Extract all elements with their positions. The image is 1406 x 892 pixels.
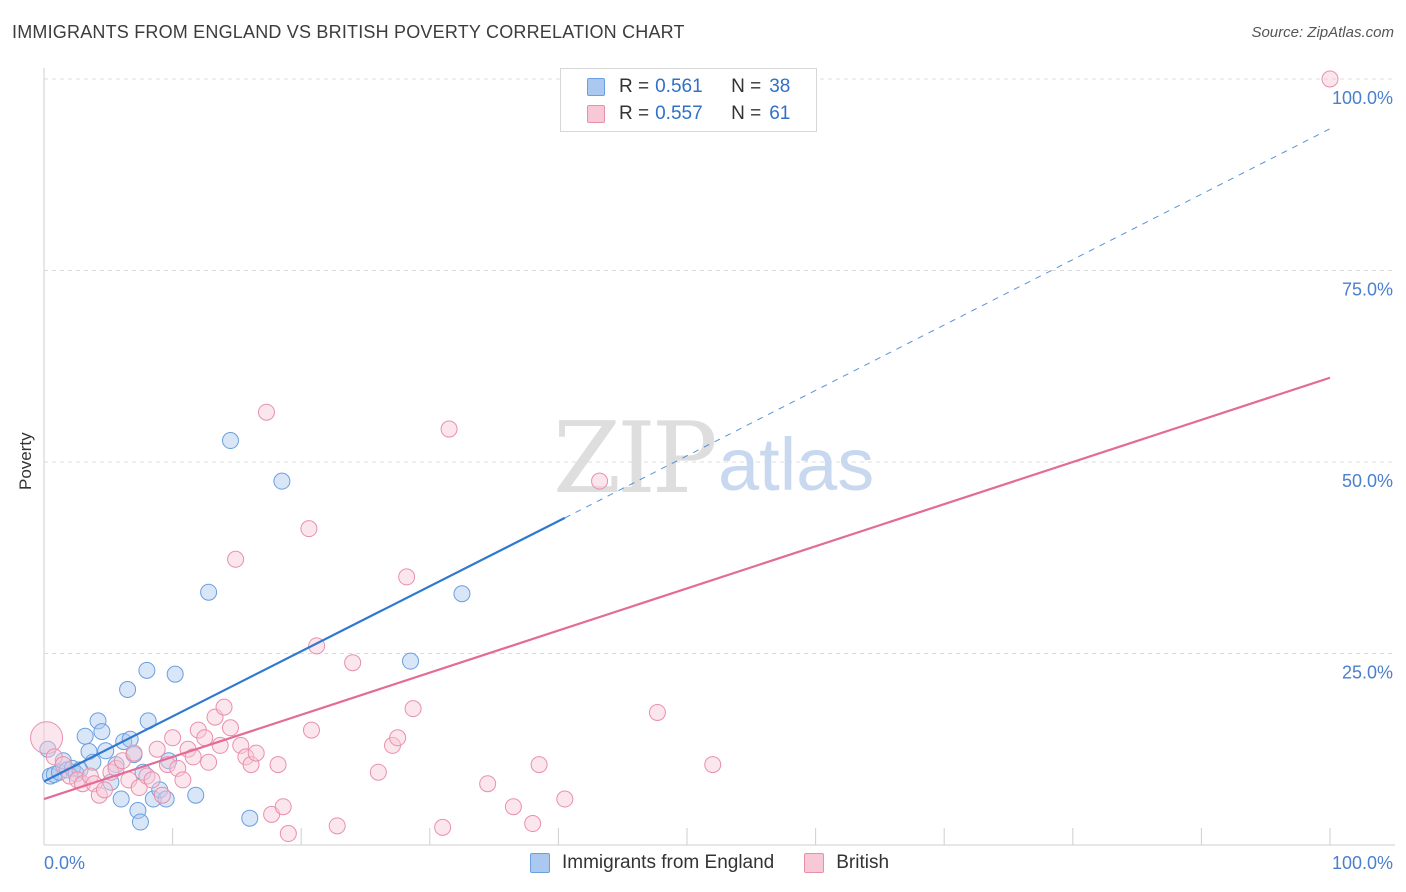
british-point [257, 403, 275, 421]
legend-swatch-england [587, 78, 605, 96]
british-point [174, 771, 192, 789]
legend-r-value: 0.561 [655, 76, 703, 97]
england-trend-line [43, 516, 566, 783]
british-point [125, 744, 143, 762]
series-legend: Immigrants from England British [530, 852, 919, 874]
trend-lines [43, 128, 1331, 801]
british-point [221, 719, 239, 737]
england-point [166, 665, 184, 683]
british-point [398, 568, 416, 586]
british-point [530, 756, 548, 774]
british-point [504, 798, 522, 816]
british-point [30, 721, 64, 755]
england-point [221, 432, 239, 450]
england-point [241, 809, 259, 827]
england-point [112, 790, 130, 808]
british-point [591, 472, 609, 490]
x-tick-label: 0.0% [44, 853, 85, 873]
british-point [184, 748, 202, 766]
british-point [196, 729, 214, 747]
england-point [93, 723, 111, 741]
england-point [89, 712, 107, 730]
british-point [524, 815, 542, 833]
legend-n-value: 61 [769, 103, 791, 124]
british-point [389, 729, 407, 747]
british-point [1321, 70, 1339, 88]
british-point [302, 721, 320, 739]
series-swatch-england [530, 853, 550, 873]
legend-swatch-british [587, 105, 605, 123]
england-point [453, 585, 471, 603]
legend-r-label: R = [619, 76, 650, 97]
series-legend-england[interactable]: Immigrants from England [530, 852, 774, 874]
british-point [90, 786, 108, 804]
grid-lines [44, 78, 1395, 654]
british-point [404, 700, 422, 718]
british-point [369, 763, 387, 781]
legend-n-label: N = [731, 76, 762, 97]
england-point [131, 813, 149, 831]
series-swatch-british [804, 853, 825, 873]
chart-title: IMMIGRANTS FROM ENGLAND VS BRITISH POVER… [12, 22, 685, 42]
chart-source: Source: ZipAtlas.com [1251, 24, 1394, 41]
british-point [279, 825, 297, 843]
y-tick-label: 75.0% [1342, 280, 1393, 300]
legend-n-value: 38 [769, 76, 791, 97]
british-point [648, 703, 666, 721]
x-tick-label: 100.0% [1332, 853, 1393, 873]
y-tick-label: 50.0% [1342, 471, 1393, 491]
british-point [227, 550, 245, 568]
y-tick-label: 25.0% [1342, 663, 1393, 683]
british-point [269, 756, 287, 774]
series-label-british: British [836, 852, 890, 873]
england-point [138, 661, 156, 679]
british-point [95, 781, 113, 799]
england-point [200, 583, 218, 601]
watermark: ZIP atlas [553, 402, 874, 516]
series-legend-british[interactable]: British [804, 852, 889, 874]
england-point [144, 790, 162, 808]
legend-n-label: N = [731, 103, 762, 124]
british-point [344, 654, 362, 672]
british-point [247, 744, 265, 762]
british-trend-line [43, 376, 1331, 801]
england-point [273, 472, 291, 490]
british-point [328, 817, 346, 835]
watermark-zip: ZIP [553, 402, 715, 516]
legend-row-england: R = 0.561 N = 38 [587, 74, 790, 100]
england-point [187, 786, 205, 804]
british-point [274, 798, 292, 816]
british-point [200, 753, 218, 771]
british-point [215, 698, 233, 716]
british-point [434, 818, 452, 836]
stats-legend: R = 0.561 N = 38 R = 0.557 N = 61 [560, 68, 817, 132]
series-label-england: Immigrants from England [562, 852, 775, 873]
british-point [164, 729, 182, 747]
british-point [440, 420, 458, 438]
british-point [479, 775, 497, 793]
british-point [300, 520, 318, 538]
british-point [148, 740, 166, 758]
axes [43, 68, 1395, 846]
british-point [143, 771, 161, 789]
british-point [556, 790, 574, 808]
tick-labels: 25.0% 50.0% 75.0% 100.0% 0.0% 100.0% [44, 88, 1393, 873]
legend-row-british: R = 0.557 N = 61 [587, 101, 790, 127]
british-point [211, 736, 229, 754]
y-tick-label: 100.0% [1332, 88, 1393, 108]
british-point [153, 786, 171, 804]
england-point [76, 727, 94, 745]
england-point [402, 652, 420, 670]
british-point [704, 756, 722, 774]
legend-r-value: 0.557 [655, 103, 703, 124]
legend-r-label: R = [619, 103, 650, 124]
england-point [119, 681, 137, 699]
watermark-atlas: atlas [718, 423, 874, 506]
